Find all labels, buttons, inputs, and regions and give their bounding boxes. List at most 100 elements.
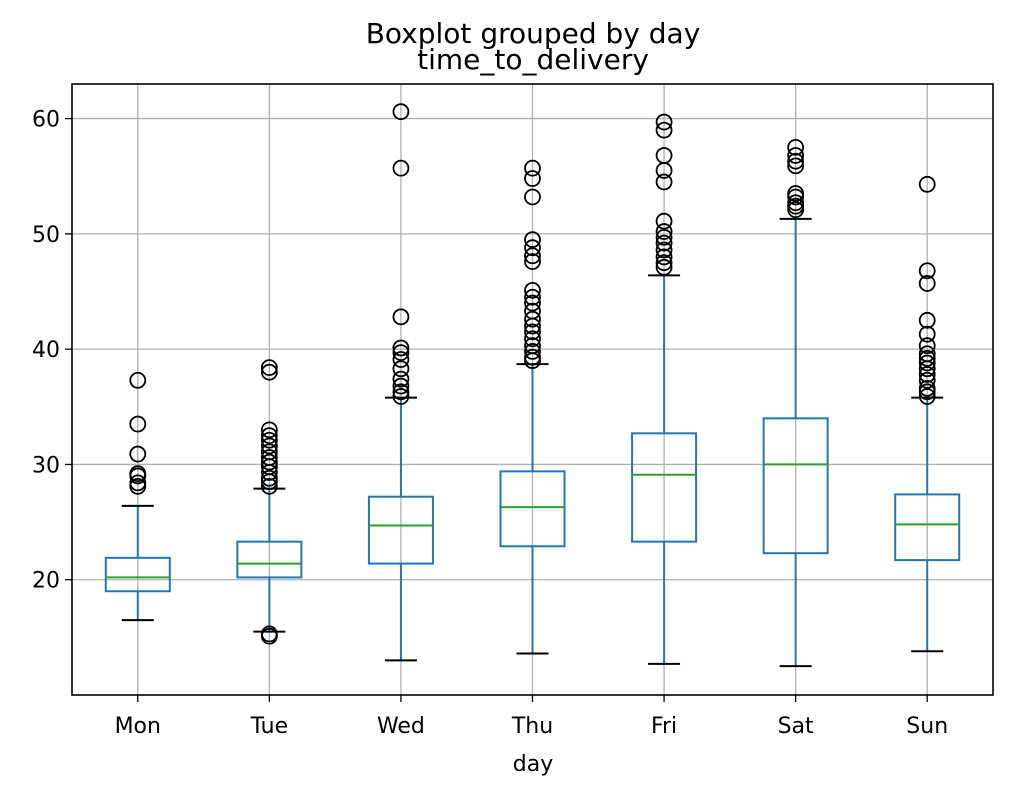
iqr-box [104,556,171,593]
outlier-point [524,294,541,312]
outlier-point [655,234,673,252]
outlier-point [918,354,936,372]
x-tick-label: Fri [651,714,677,739]
outlier-point [655,121,673,139]
outlier-point [918,345,936,363]
outlier-point [655,254,673,272]
outlier-point [787,194,805,212]
outlier-point [918,275,936,292]
outlier-point [260,469,278,487]
chart-title: time_to_delivery [417,43,649,76]
outlier-point [524,253,541,270]
outlier-point [129,371,147,389]
box-sun [894,175,961,653]
chart-suptitle: Boxplot grouped by day [366,17,701,50]
outlier-point [655,241,673,259]
outlier-point [524,231,541,249]
outlier-point [918,349,936,367]
box-tue [236,359,303,645]
outlier-point [524,348,541,366]
outlier-point [260,477,278,495]
y-tick-label: 50 [32,223,60,248]
outlier-point [655,258,673,276]
iqr-box [762,417,829,555]
outlier-point [260,449,278,466]
outlier-point [392,377,410,395]
outlier-point [787,157,805,175]
y-tick-label: 60 [32,108,60,133]
outlier-point [260,363,278,381]
box-sat [762,139,829,668]
x-tick-label: Mon [115,714,161,739]
outlier-point [392,351,410,368]
outlier-point [524,330,541,348]
x-tick-label: Sat [778,714,814,739]
outlier-point [655,173,673,191]
outlier-point [392,388,410,405]
outlier-point [524,323,541,341]
outlier-point [129,465,147,483]
outlier-point [524,337,541,355]
outlier-point [655,113,673,131]
outlier-point [392,339,410,357]
outlier-point [392,308,410,326]
iqr-box [236,540,303,579]
outlier-point [524,159,541,177]
outlier-point [129,474,147,492]
x-tick-label: Thu [511,714,553,739]
outlier-point [918,262,936,280]
outlier-point [655,248,673,266]
outlier-point [260,453,278,471]
iqr-box [894,493,961,562]
y-tick-label: 30 [32,453,60,478]
y-tick-label: 40 [32,338,60,363]
box-fri [631,113,698,665]
outlier-point [524,310,541,328]
outlier-point [524,281,541,299]
outlier-point [524,247,541,265]
outlier-point [918,371,936,389]
outlier-point [918,325,936,343]
iqr-box [631,432,698,543]
outlier-point [392,370,410,388]
outlier-point [392,360,410,378]
outlier-point [655,223,673,240]
outlier-point [787,147,805,164]
outlier-point [260,625,278,643]
axis-ticks: 20 30 40 50 60 Mon Tue Wed Thu Fri Sat Sun [32,108,948,739]
outlier-point [655,212,673,230]
outlier-point [392,383,410,401]
outlier-point [392,344,410,362]
outlier-point [129,415,147,433]
outlier-point [524,170,541,187]
outlier-point [392,103,410,121]
outlier-point [260,437,278,455]
outlier-point [260,421,278,439]
outlier-point [918,379,936,397]
box-mon [104,371,171,622]
iqr-box [367,495,434,565]
outlier-point [524,239,541,257]
outlier-point [787,185,805,202]
x-tick-label: Wed [377,714,425,739]
outlier-point [524,343,541,360]
outlier-point [524,188,541,206]
x-tick-label: Sun [906,714,948,739]
box-series [104,103,961,668]
box-wed [367,103,434,662]
outlier-point [918,337,936,355]
x-axis-label: day [513,752,553,777]
iqr-box [499,470,566,548]
outlier-point [524,288,541,306]
outlier-point [918,175,936,193]
outlier-point [655,228,673,246]
x-tick-label: Tue [250,714,289,739]
outlier-point [787,152,805,170]
outlier-point [260,427,278,445]
outlier-point [260,359,278,376]
outlier-point [918,311,936,329]
outlier-point [260,431,278,449]
outlier-point [260,443,278,461]
